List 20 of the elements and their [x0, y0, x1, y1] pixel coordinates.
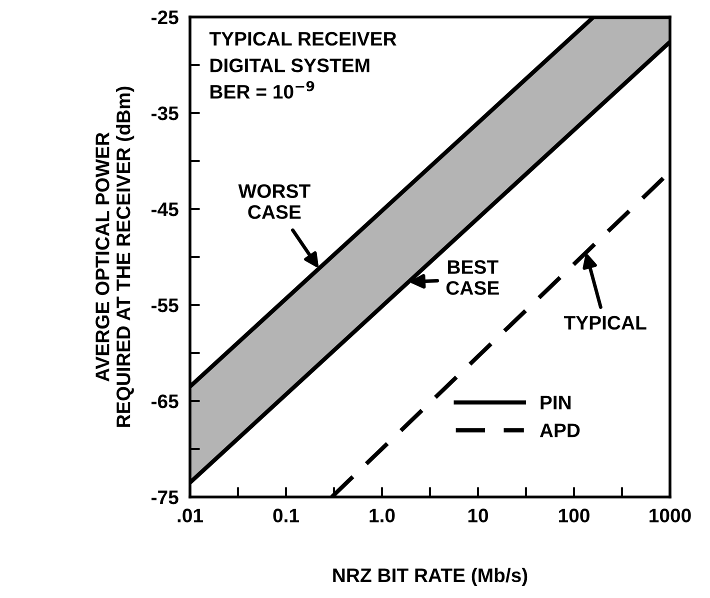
y-tick-label: -55	[152, 298, 178, 312]
x-tick-label: 1000	[650, 508, 691, 522]
y-tick-label: -45	[152, 202, 178, 216]
annotation: TYPICAL	[564, 316, 646, 330]
annotation: BEST CASE	[446, 260, 499, 295]
x-axis-title: NRZ BIT RATE (Mb/s)	[333, 568, 528, 586]
legend-label: APD	[540, 424, 580, 438]
y-axis-title: AVERGE OPTICAL POWER REQUIRED AT THE RECEIVER (dBm)	[96, 86, 134, 427]
x-tick-label: .01	[178, 508, 203, 522]
x-tick-label: 100	[559, 508, 590, 522]
annotation: TYPICAL RECEIVER DIGITAL SYSTEM BER = 10$^{−9}$	[209, 32, 396, 99]
y-tick-label: -65	[152, 394, 178, 408]
legend-label: PIN	[540, 396, 571, 410]
y-tick-label: -25	[152, 10, 178, 24]
y-tick-label: -75	[152, 490, 178, 504]
x-tick-label: 1.0	[370, 508, 395, 522]
x-tick-label: 10	[468, 508, 488, 522]
x-tick-label: 0.1	[273, 508, 299, 522]
annotation: WORST CASE	[238, 184, 310, 219]
y-tick-label: -35	[152, 106, 178, 120]
